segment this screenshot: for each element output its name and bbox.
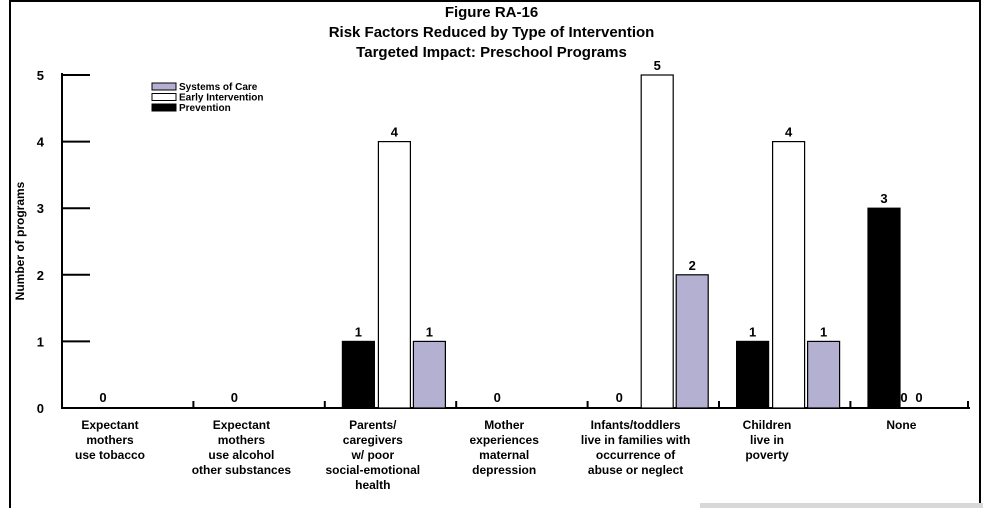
x-category-label: Parents/ [349,418,397,432]
x-category-label: mothers [86,433,134,447]
x-category-label: experiences [470,433,540,447]
data-label: 1 [820,324,827,339]
data-label: 0 [494,390,501,405]
x-category-label: poverty [745,448,789,462]
data-label: 4 [391,125,399,140]
x-category-label: maternal [479,448,529,462]
x-category-label: depression [472,463,536,477]
x-category-label: occurrence of [596,448,676,462]
y-tick-label: 4 [37,135,45,150]
x-category-label: social-emotional [325,463,420,477]
y-tick-label: 3 [37,201,44,216]
x-category-label: Expectant [81,418,138,432]
bar-prevention [867,207,901,409]
x-category-label: Infants/toddlers [591,418,681,432]
bottom-edge-shade [700,503,983,508]
x-category-label: abuse or neglect [588,463,683,477]
legend-label: Prevention [179,103,231,114]
y-tick-label: 0 [37,401,44,416]
chart-subtitle: Risk Factors Reduced by Type of Interven… [328,24,655,41]
data-label: 1 [426,324,433,339]
data-label: 3 [880,191,887,206]
chart-subtitle-2: Targeted Impact: Preschool Programs [356,44,627,61]
data-label: 1 [355,324,362,339]
legend-swatch [151,82,177,91]
data-label: 1 [749,324,756,339]
bar-early-intervention [771,141,806,409]
data-label: 0 [915,390,922,405]
legend-swatch [151,103,177,112]
x-category-label: w/ poor [350,448,394,462]
legend-swatch [151,93,177,101]
bar-systems-of-care [806,340,841,409]
x-category-label: live in [750,433,784,447]
y-tick-label: 2 [37,268,44,283]
x-category-label: mothers [218,433,266,447]
x-category-label: Children [743,418,792,432]
bar-prevention [735,340,770,409]
x-category-label: other substances [192,463,292,477]
bar-systems-of-care [675,274,709,409]
x-category-label: Mother [484,418,524,432]
x-category-label: caregivers [343,433,403,447]
data-label: 2 [689,258,696,273]
y-axis-label: Number of programs [13,181,27,300]
y-tick-label: 5 [37,68,44,83]
bar-systems-of-care [412,340,446,409]
data-label: 4 [785,125,793,140]
x-category-label: live in families with [581,433,690,447]
legend-label: Systems of Care [179,82,258,93]
y-tick-label: 1 [37,334,44,349]
legend-label: Early Intervention [179,93,263,104]
data-label: 0 [900,390,907,405]
bar-early-intervention [377,141,411,409]
x-category-label: use alcohol [208,448,274,462]
bar-early-intervention [640,74,674,409]
x-category-label: health [355,478,390,492]
x-category-label: Expectant [213,418,270,432]
chart-title: Figure RA-16 [444,4,539,21]
data-label: 0 [616,390,623,405]
data-label: 0 [99,390,106,405]
x-category-label: use tobacco [75,448,145,462]
x-category-label: None [886,418,916,432]
chart-frame [9,0,981,508]
data-label: 5 [654,58,661,73]
data-label: 0 [231,390,238,405]
bar-prevention [341,340,375,409]
